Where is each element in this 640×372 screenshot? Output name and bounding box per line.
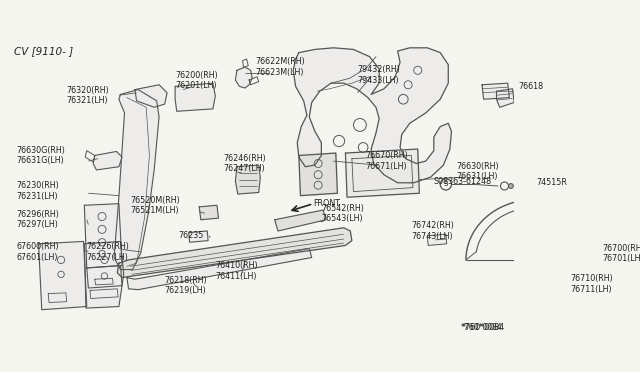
Polygon shape <box>428 234 447 246</box>
Text: *760*0084: *760*0084 <box>461 323 503 332</box>
Polygon shape <box>293 48 451 183</box>
Text: 76246(RH)
76247(LH): 76246(RH) 76247(LH) <box>223 154 266 173</box>
Circle shape <box>509 184 513 188</box>
Text: 76218(RH)
76219(LH): 76218(RH) 76219(LH) <box>164 276 207 295</box>
Text: 76296(RH)
76297(LH): 76296(RH) 76297(LH) <box>16 210 59 230</box>
Text: 76700(RH)
76701(LH): 76700(RH) 76701(LH) <box>602 244 640 263</box>
Text: 76200(RH)
76201(LH): 76200(RH) 76201(LH) <box>175 71 218 90</box>
Text: 76630G(RH)
76631G(LH): 76630G(RH) 76631G(LH) <box>16 146 65 165</box>
Polygon shape <box>497 89 514 107</box>
Text: 76670(RH)
76671(LH): 76670(RH) 76671(LH) <box>365 151 408 171</box>
Text: S: S <box>444 182 448 187</box>
Text: 76622M(RH)
76623M(LH): 76622M(RH) 76623M(LH) <box>255 57 305 77</box>
Text: FRONT: FRONT <box>314 199 340 208</box>
Text: 76742(RH)
76743(LH): 76742(RH) 76743(LH) <box>412 221 454 241</box>
Text: CV [9110- ]: CV [9110- ] <box>15 46 74 56</box>
Polygon shape <box>38 241 87 310</box>
Circle shape <box>440 179 451 190</box>
Polygon shape <box>199 205 218 220</box>
Polygon shape <box>236 67 252 88</box>
Polygon shape <box>127 248 312 290</box>
Text: 76226(RH)
76227(LH): 76226(RH) 76227(LH) <box>87 242 130 262</box>
Text: 76230(RH)
76231(LH): 76230(RH) 76231(LH) <box>16 181 59 201</box>
Text: 76520M(RH)
76521M(LH): 76520M(RH) 76521M(LH) <box>130 196 180 215</box>
Text: 76410(RH)
76411(LH): 76410(RH) 76411(LH) <box>215 262 258 281</box>
Text: 76320(RH)
76321(LH): 76320(RH) 76321(LH) <box>66 86 109 105</box>
Text: S08363-61248: S08363-61248 <box>434 177 492 186</box>
Polygon shape <box>236 165 260 194</box>
Text: *760*0084: *760*0084 <box>462 323 505 332</box>
Text: 74515R: 74515R <box>537 178 568 187</box>
Polygon shape <box>175 83 215 111</box>
Polygon shape <box>87 266 122 288</box>
Polygon shape <box>114 90 159 270</box>
Polygon shape <box>275 210 326 231</box>
Polygon shape <box>135 85 167 107</box>
Polygon shape <box>346 149 419 197</box>
Polygon shape <box>93 151 122 170</box>
Text: 67600(RH)
67601(LH): 67600(RH) 67601(LH) <box>16 242 59 262</box>
Polygon shape <box>84 204 122 268</box>
Text: 76618: 76618 <box>518 82 543 91</box>
Polygon shape <box>189 231 208 242</box>
Polygon shape <box>84 241 124 308</box>
Text: 76235: 76235 <box>179 231 204 240</box>
Text: 79432(RH)
79433(LH): 79432(RH) 79433(LH) <box>358 65 401 85</box>
Text: 76542(RH)
76543(LH): 76542(RH) 76543(LH) <box>321 203 364 223</box>
Polygon shape <box>299 153 337 196</box>
Polygon shape <box>117 228 352 278</box>
Text: 76630(RH)
76631(LH): 76630(RH) 76631(LH) <box>456 162 499 181</box>
Polygon shape <box>482 83 509 99</box>
Text: 76710(RH)
76711(LH): 76710(RH) 76711(LH) <box>570 274 613 294</box>
